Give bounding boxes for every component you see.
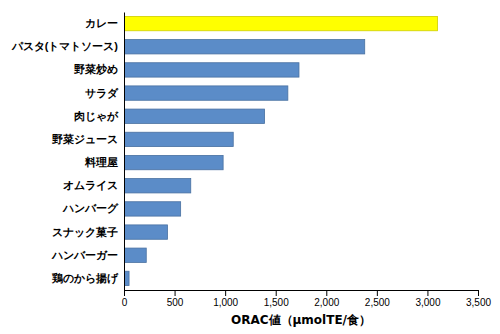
category-label: 野菜炒め	[74, 63, 118, 75]
tick-label: 3,500	[466, 297, 491, 308]
tick-label: 2,000	[314, 297, 339, 308]
chart: 0 500 1,000 1,500 2,000 2,500 3,000 3,500 鶏のから揚げ…	[0, 0, 500, 334]
tick: スナック菓子	[52, 226, 124, 238]
bar	[124, 179, 191, 193]
tick: 1,000	[213, 290, 238, 308]
category-label: 鶏のから揚げ	[51, 272, 119, 285]
bars	[124, 16, 438, 285]
tick: 500	[167, 290, 184, 308]
bar	[124, 40, 365, 54]
bar	[124, 225, 167, 239]
category-label: ハンバーガー	[51, 249, 118, 261]
category-label: パスタ(トマトソース)	[11, 40, 119, 52]
category-label: 野菜ジュース	[52, 133, 118, 145]
tick: 3,000	[415, 290, 440, 308]
bar	[124, 63, 299, 77]
tick-label: 3,000	[415, 297, 440, 308]
tick: 0	[122, 290, 128, 308]
bar	[124, 202, 181, 216]
tick: 野菜炒め	[74, 63, 124, 75]
category-label: オムライス	[63, 179, 118, 191]
tick: オムライス	[63, 179, 124, 191]
tick: カレー	[85, 17, 124, 29]
axis-line	[124, 13, 125, 291]
bar	[124, 86, 288, 100]
category-label: カレー	[85, 17, 118, 29]
bar	[124, 16, 438, 30]
x-axis-label: ORAC値（μmolTE/食）	[231, 313, 371, 327]
tick-label: 1,500	[264, 297, 289, 308]
tick-mark	[377, 290, 378, 296]
axis-line	[125, 291, 479, 297]
tick: 肉じゃが	[74, 110, 124, 122]
bar	[124, 248, 146, 262]
bar	[124, 155, 223, 169]
x-axis: 0 500 1,000 1,500 2,000 2,500 3,000 3,500	[122, 290, 492, 308]
tick: ハンバーグ	[62, 202, 124, 214]
bar	[124, 132, 233, 146]
tick-mark	[427, 290, 428, 296]
tick: 2,500	[365, 290, 390, 308]
category-label: 料理屋	[84, 156, 118, 168]
tick-label: 2,500	[365, 297, 390, 308]
tick-mark	[478, 290, 479, 296]
tick: パスタ(トマトソース)	[11, 40, 124, 52]
tick-mark	[124, 290, 125, 296]
tick: 2,000	[314, 290, 339, 308]
category-label: スナック菓子	[52, 226, 118, 238]
plot: 0 500 1,000 1,500 2,000 2,500 3,000 3,500 鶏のから揚げ…	[11, 13, 492, 309]
category-label: 肉じゃが	[74, 110, 119, 122]
tick: 3,500	[466, 290, 491, 308]
tick: サラダ	[85, 87, 124, 99]
y-axis: 鶏のから揚げハンバーガースナック菓子 ハンバーグ オムライス 料理屋 野菜ジュース 肉じゃ…	[11, 13, 125, 291]
tick-mark	[225, 290, 226, 296]
category-label: ハンバーグ	[62, 202, 119, 214]
tick: 鶏のから揚げ	[51, 272, 124, 285]
tick: ハンバーガー	[51, 249, 124, 261]
tick-mark	[175, 290, 176, 296]
tick-label: 0	[122, 297, 128, 308]
bar	[124, 109, 265, 123]
tick-label: 1,000	[213, 297, 238, 308]
tick: 料理屋	[84, 156, 124, 168]
tick-label: 500	[167, 297, 184, 308]
category-label: サラダ	[85, 87, 119, 99]
tick-mark	[326, 290, 327, 296]
tick-mark	[276, 290, 277, 296]
tick: 1,500	[264, 290, 289, 308]
tick: 野菜ジュース	[52, 133, 124, 145]
